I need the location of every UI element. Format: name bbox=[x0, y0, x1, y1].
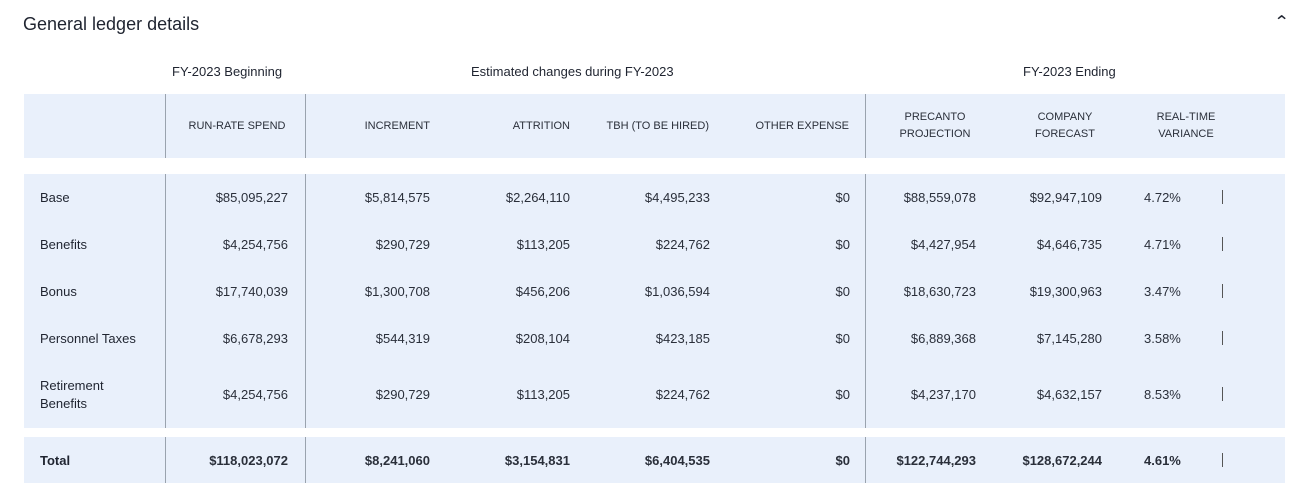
cell-value: $4,427,954 bbox=[910, 237, 976, 252]
divider bbox=[165, 174, 166, 428]
col-company-forecast[interactable]: COMPANY FORECAST bbox=[1010, 109, 1120, 143]
cell-value: $0 bbox=[835, 387, 850, 402]
variance-indicator bbox=[1222, 331, 1223, 345]
row-label: Bonus bbox=[40, 284, 77, 299]
divider bbox=[305, 94, 306, 158]
cell-value: $0 bbox=[835, 237, 850, 252]
variance-indicator bbox=[1222, 190, 1223, 204]
cell-value: $4,495,233 bbox=[644, 190, 710, 205]
row-label: Personnel Taxes bbox=[40, 331, 136, 346]
group-changes: Estimated changes during FY-2023 bbox=[471, 64, 674, 79]
cell-value: $0 bbox=[835, 190, 850, 205]
col-label-line: COMPANY bbox=[1037, 111, 1093, 123]
row-label: Benefits bbox=[40, 237, 87, 252]
cell-value: $7,145,280 bbox=[1036, 331, 1102, 346]
cell-value: $224,762 bbox=[655, 237, 710, 252]
cell-value: $544,319 bbox=[375, 331, 430, 346]
row-label: Base bbox=[40, 190, 70, 205]
cell-value: $208,104 bbox=[515, 331, 570, 346]
col-label-line: PRECANTO bbox=[904, 111, 966, 123]
cell-value: $290,729 bbox=[375, 387, 430, 402]
variance-indicator bbox=[1222, 387, 1223, 401]
cell-value: $122,744,293 bbox=[896, 453, 976, 468]
col-real-time-variance[interactable]: REAL-TIME VARIANCE bbox=[1136, 109, 1236, 143]
col-label-line: VARIANCE bbox=[1158, 128, 1214, 140]
divider bbox=[305, 437, 306, 483]
cell-value: $5,814,575 bbox=[364, 190, 430, 205]
cell-value: $1,036,594 bbox=[644, 284, 710, 299]
variance-indicator bbox=[1222, 284, 1223, 298]
cell-variance: 3.47% bbox=[1144, 284, 1181, 299]
cell-value: $2,264,110 bbox=[505, 190, 570, 205]
cell-value: $423,185 bbox=[655, 331, 710, 346]
cell-value: $8,241,060 bbox=[364, 453, 430, 468]
divider bbox=[305, 174, 306, 428]
cell-value: $4,646,735 bbox=[1036, 237, 1102, 252]
cell-value: $6,678,293 bbox=[222, 331, 288, 346]
table-header bbox=[24, 94, 1285, 158]
cell-value: $85,095,227 bbox=[215, 190, 288, 205]
col-precanto-projection[interactable]: PRECANTO PROJECTION bbox=[880, 109, 990, 143]
cell-value: $4,254,756 bbox=[222, 237, 288, 252]
row-label: Retirement Benefits bbox=[40, 377, 104, 413]
cell-value: $224,762 bbox=[655, 387, 710, 402]
cell-value: $88,559,078 bbox=[903, 190, 976, 205]
cell-value: $0 bbox=[835, 453, 850, 468]
group-beginning: FY-2023 Beginning bbox=[172, 64, 283, 79]
col-label-line: PROJECTION bbox=[899, 128, 971, 140]
col-other-expense[interactable]: OTHER EXPENSE bbox=[755, 120, 849, 132]
col-increment[interactable]: INCREMENT bbox=[364, 120, 430, 132]
col-label-line: REAL-TIME bbox=[1156, 111, 1216, 123]
cell-variance: 4.72% bbox=[1144, 190, 1181, 205]
cell-value: $113,205 bbox=[516, 387, 570, 402]
cell-value: $6,889,368 bbox=[910, 331, 976, 346]
variance-indicator bbox=[1222, 453, 1223, 467]
divider bbox=[865, 94, 866, 158]
cell-value: $0 bbox=[835, 284, 850, 299]
divider bbox=[865, 174, 866, 428]
cell-variance: 3.58% bbox=[1144, 331, 1181, 346]
col-attrition[interactable]: ATTRITION bbox=[512, 120, 570, 132]
cell-value: $92,947,109 bbox=[1029, 190, 1102, 205]
cell-value: $290,729 bbox=[375, 237, 430, 252]
cell-value: $128,672,244 bbox=[1022, 453, 1102, 468]
group-ending: FY-2023 Ending bbox=[1023, 64, 1116, 79]
cell-value: $18,630,723 bbox=[903, 284, 976, 299]
variance-indicator bbox=[1222, 237, 1223, 251]
col-run-rate-spend[interactable]: RUN-RATE SPEND bbox=[188, 120, 286, 132]
cell-value: $17,740,039 bbox=[215, 284, 288, 299]
table-body bbox=[24, 174, 1285, 428]
cell-value: $4,254,756 bbox=[222, 387, 288, 402]
divider bbox=[165, 437, 166, 483]
col-label-line: FORECAST bbox=[1035, 128, 1095, 140]
row-label: Total bbox=[40, 453, 71, 468]
cell-value: $3,154,831 bbox=[504, 453, 570, 468]
table-total bbox=[24, 437, 1285, 483]
cell-value: $4,632,157 bbox=[1036, 387, 1102, 402]
divider bbox=[165, 94, 166, 158]
cell-value: $113,205 bbox=[516, 237, 570, 252]
cell-value: $1,300,708 bbox=[364, 284, 430, 299]
cell-value: $4,237,170 bbox=[910, 387, 976, 402]
section-title: General ledger details bbox=[23, 14, 200, 34]
cell-variance: 4.61% bbox=[1144, 453, 1181, 468]
col-tbh[interactable]: TBH (TO BE HIRED) bbox=[606, 120, 709, 132]
chevron-up-icon[interactable]: ⌃ bbox=[1273, 14, 1290, 31]
cell-value: $0 bbox=[835, 331, 850, 346]
cell-value: $456,206 bbox=[515, 284, 570, 299]
cell-variance: 8.53% bbox=[1144, 387, 1181, 402]
row-label-line: Benefits bbox=[40, 396, 87, 411]
cell-value: $19,300,963 bbox=[1029, 284, 1102, 299]
divider bbox=[865, 437, 866, 483]
cell-value: $118,023,072 bbox=[209, 453, 288, 468]
row-label-line: Retirement bbox=[40, 378, 104, 393]
cell-variance: 4.71% bbox=[1144, 237, 1181, 252]
cell-value: $6,404,535 bbox=[644, 453, 710, 468]
